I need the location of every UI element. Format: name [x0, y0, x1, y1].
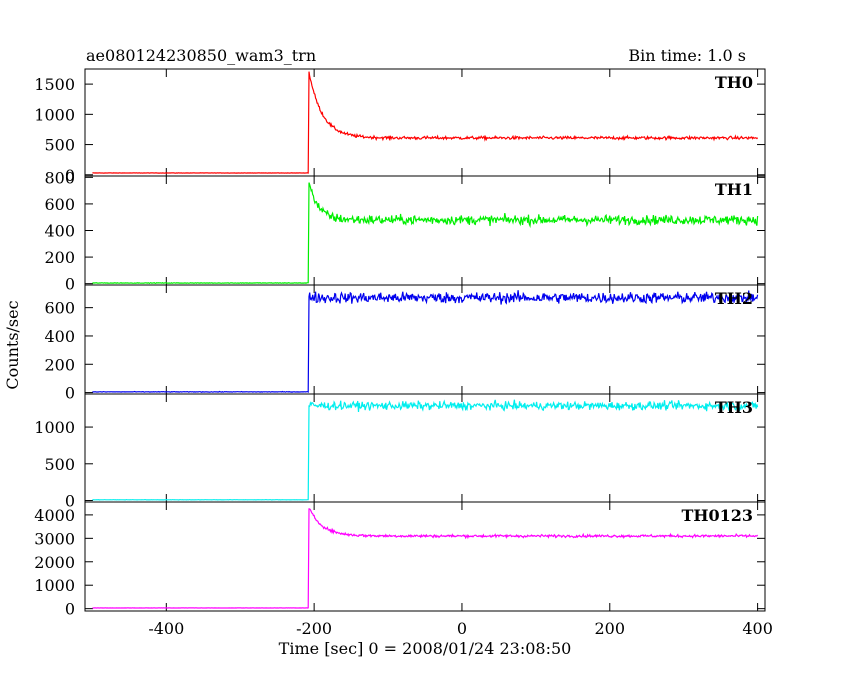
series-line-th2 [92, 290, 759, 394]
panel-th0123: 0 1000 2000 3000 4000 TH0123 [34, 501, 766, 619]
y-tick-label: 2000 [34, 553, 75, 572]
series-line-th3 [92, 399, 759, 501]
panel-label: TH0123 [681, 506, 753, 525]
y-tick-label: 1000 [34, 105, 75, 124]
y-tick-label: 400 [44, 222, 75, 241]
y-tick-label: 3000 [34, 529, 75, 548]
series-line-th1 [92, 182, 759, 285]
panel-label: TH0 [715, 73, 753, 92]
panel-th0: 0 500 1000 1500 TH0 [34, 68, 766, 185]
y-axis-label: Counts/sec [3, 300, 22, 389]
series-line-th0 [92, 71, 759, 174]
bin-time-label: Bin time: 1.0 s [628, 46, 746, 65]
panel-frame [84, 393, 766, 503]
y-tick-label: 200 [44, 248, 75, 267]
y-tick-label: 400 [44, 327, 75, 346]
y-tick-label: 0 [65, 166, 75, 185]
y-tick-label: 500 [44, 136, 75, 155]
panels-group: 0 500 1000 1500 TH0 0 200 400 600 800 TH1 0 200 400 60… [34, 68, 766, 619]
y-tick-label: 800 [44, 168, 75, 187]
panel-frame [84, 68, 766, 177]
panel-label: TH1 [715, 180, 753, 199]
x-tick-label: 0 [457, 619, 467, 638]
y-tick-label: 4000 [34, 506, 75, 525]
panel-th2: 0 200 400 600 TH2 [44, 284, 766, 403]
y-tick-label: 1000 [34, 418, 75, 437]
y-tick-label: 0 [65, 600, 75, 619]
panel-frame [84, 175, 766, 286]
y-tick-label: 0 [65, 492, 75, 511]
panel-frame [84, 284, 766, 395]
y-tick-label: 0 [65, 275, 75, 294]
y-tick-label: 200 [44, 355, 75, 374]
chart-title: ae080124230850_wam3_trn [86, 46, 316, 65]
y-tick-label: 0 [65, 384, 75, 403]
x-tick-label: 400 [742, 619, 773, 638]
panel-th1: 0 200 400 600 800 TH1 [44, 168, 766, 294]
panel-frame [84, 501, 766, 612]
x-tick-label: 200 [595, 619, 626, 638]
panel-label: TH3 [715, 398, 753, 417]
x-tick-labels: -400 -200 0 200 400 [148, 619, 773, 638]
x-tick-label: -200 [296, 619, 332, 638]
panel-label: TH2 [715, 289, 753, 308]
y-tick-label: 600 [44, 299, 75, 318]
x-tick-label: -400 [148, 619, 184, 638]
y-tick-label: 1000 [34, 576, 75, 595]
series-line-th0123 [92, 508, 759, 609]
x-axis-label: Time [sec] 0 = 2008/01/24 23:08:50 [279, 639, 572, 658]
panel-th3: 0 500 1000 TH3 [34, 393, 766, 511]
y-tick-label: 600 [44, 195, 75, 214]
y-tick-label: 500 [44, 455, 75, 474]
y-tick-label: 1500 [34, 75, 75, 94]
